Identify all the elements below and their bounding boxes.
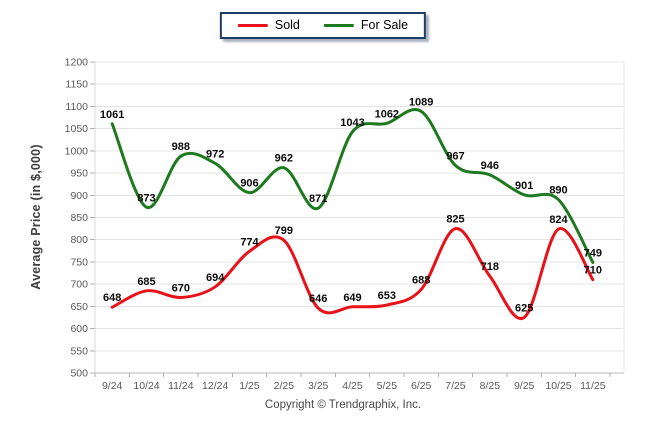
- y-tick-label: 500: [70, 368, 88, 380]
- y-tick-label: 550: [70, 345, 88, 357]
- x-tick-label: 1/25: [239, 380, 260, 392]
- x-tick-label: 7/25: [445, 380, 466, 392]
- data-label: 799: [275, 225, 293, 237]
- data-label: 962: [275, 153, 293, 165]
- data-label: 718: [481, 261, 499, 273]
- series-path-for-sale: [110, 108, 595, 264]
- y-tick-label: 1200: [65, 57, 89, 69]
- legend-label-for-sale: For Sale: [360, 18, 409, 32]
- data-label: 646: [309, 293, 327, 305]
- y-axis-title: Average Price (in $,000): [29, 144, 43, 290]
- data-label: 649: [343, 292, 361, 304]
- x-tick-label: 6/25: [411, 380, 432, 392]
- data-label: 825: [446, 214, 464, 226]
- y-tick-label: 750: [70, 256, 88, 268]
- data-label: 972: [206, 148, 224, 160]
- data-label: 946: [481, 160, 499, 172]
- x-tick-label: 10/24: [133, 380, 159, 392]
- data-label: 625: [515, 302, 533, 314]
- data-label: 749: [584, 247, 602, 259]
- data-label: 967: [446, 151, 464, 163]
- y-tick-label: 850: [70, 212, 88, 224]
- data-label: 824: [549, 214, 568, 226]
- y-tick-label: 1150: [65, 79, 88, 91]
- data-label: 901: [515, 180, 533, 192]
- series-path-sold: [110, 227, 595, 321]
- y-tick-label: 600: [70, 323, 88, 335]
- data-label: 1089: [409, 96, 433, 108]
- x-tick-label: 10/25: [545, 380, 571, 392]
- x-tick-label: 9/25: [514, 380, 535, 392]
- data-label: 1061: [100, 109, 124, 121]
- data-label: 1043: [340, 117, 364, 129]
- data-label: 685: [137, 276, 155, 288]
- legend: Sold For Sale: [219, 12, 427, 39]
- data-label: 871: [309, 193, 327, 205]
- data-label: 688: [412, 274, 430, 286]
- legend-item-for-sale: For Sale: [323, 18, 409, 32]
- data-label: 710: [584, 265, 602, 277]
- data-label: 694: [206, 272, 225, 284]
- y-tick-label: 650: [70, 301, 88, 313]
- y-tick-label: 1100: [65, 101, 88, 113]
- data-label: 890: [549, 185, 567, 197]
- x-tick-label: 4/25: [342, 380, 363, 392]
- y-tick-label: 900: [70, 190, 88, 202]
- data-label: 873: [137, 192, 155, 204]
- data-label: 774: [240, 236, 259, 248]
- x-tick-label: 8/25: [480, 380, 501, 392]
- data-label: 1062: [375, 108, 399, 120]
- legend-item-sold: Sold: [237, 18, 300, 32]
- y-tick-label: 700: [70, 279, 88, 291]
- data-label: 988: [172, 141, 190, 153]
- x-tick-label: 2/25: [274, 380, 295, 392]
- data-label: 648: [103, 292, 121, 304]
- data-label: 653: [378, 290, 396, 302]
- x-tick-label: 9/24: [102, 380, 123, 392]
- y-tick-label: 1000: [65, 145, 89, 157]
- copyright-text: Copyright © Trendgraphix, Inc.: [264, 399, 422, 411]
- x-tick-label: 5/25: [377, 380, 398, 392]
- x-tick-label: 3/25: [308, 380, 329, 392]
- x-tick-label: 11/24: [168, 380, 194, 392]
- data-label: 906: [240, 178, 258, 190]
- for-sale-line-icon: [323, 23, 354, 27]
- sold-line-icon: [237, 23, 268, 27]
- x-tick-label: 11/25: [580, 380, 606, 392]
- y-tick-label: 950: [70, 168, 88, 180]
- legend-label-sold: Sold: [274, 18, 300, 32]
- y-tick-label: 800: [70, 234, 88, 246]
- data-label: 670: [172, 282, 190, 294]
- y-tick-label: 1050: [65, 123, 89, 135]
- x-tick-label: 12/24: [202, 380, 228, 392]
